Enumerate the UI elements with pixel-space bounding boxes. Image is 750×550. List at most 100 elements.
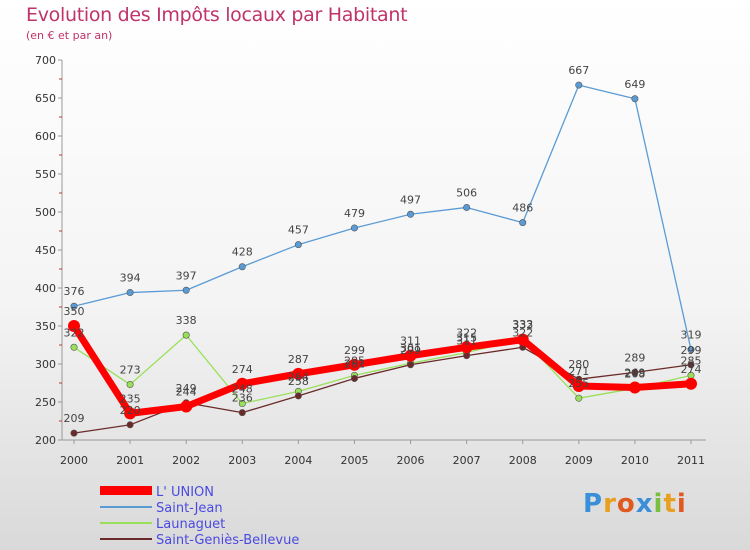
data-point (126, 381, 134, 389)
data-point (126, 421, 134, 429)
data-point (350, 224, 358, 232)
legend-label: Launaguet (156, 517, 225, 532)
data-label: 249 (176, 382, 197, 395)
data-point (685, 377, 697, 390)
y-tick-label: 200 (35, 434, 56, 447)
data-point (575, 81, 583, 89)
y-tick-label: 350 (35, 320, 56, 333)
data-label: 281 (344, 357, 365, 370)
x-tick-label: 2007 (453, 454, 481, 467)
data-point (631, 95, 639, 103)
data-label: 274 (232, 363, 253, 376)
series-line-0 (70, 322, 695, 417)
y-tick-label: 550 (35, 168, 56, 181)
data-label: 248 (232, 383, 253, 396)
data-label: 235 (120, 392, 141, 405)
data-label: 667 (568, 64, 589, 77)
x-tick-label: 2002 (172, 454, 200, 467)
data-label: 457 (288, 224, 309, 237)
x-tick-label: 2008 (509, 454, 537, 467)
x-tick-label: 2006 (397, 454, 425, 467)
data-point (236, 377, 249, 390)
legend-label: Saint-Geniès-Bellevue (156, 533, 299, 548)
data-point (238, 400, 246, 408)
data-point (407, 210, 415, 218)
data-label: 209 (64, 412, 85, 425)
x-tick-label: 2010 (621, 454, 649, 467)
series-line-2 (73, 334, 692, 405)
x-tick-label: 2000 (60, 454, 88, 467)
y-tick-label: 300 (35, 358, 56, 371)
y-tick-label: 600 (35, 130, 56, 143)
data-point (516, 333, 529, 346)
data-label: 333 (512, 318, 533, 331)
data-point (124, 407, 137, 420)
data-point (348, 358, 361, 371)
data-label: 315 (456, 332, 477, 345)
y-tick-label: 500 (35, 206, 56, 219)
data-label: 322 (64, 326, 85, 339)
series-line-1 (73, 84, 692, 351)
data-label: 332 (512, 319, 533, 332)
data-point (572, 380, 585, 393)
data-label: 322 (512, 326, 533, 339)
data-point (294, 241, 302, 249)
y-tick-label: 650 (35, 92, 56, 105)
data-point (463, 352, 471, 360)
y-tick-label: 700 (35, 54, 56, 67)
data-label: 394 (120, 272, 141, 285)
data-point (631, 368, 639, 376)
legend-label: L' UNION (156, 485, 214, 500)
data-point (463, 203, 471, 211)
data-label: 271 (568, 365, 589, 378)
legend-swatch (100, 486, 152, 495)
data-label: 397 (176, 269, 197, 282)
data-label: 338 (176, 314, 197, 327)
data-point (238, 409, 246, 417)
logo-letter-o: o (616, 489, 636, 519)
data-label: 244 (176, 386, 197, 399)
data-point (350, 374, 358, 382)
data-point (68, 320, 80, 332)
x-tick-label: 2011 (677, 454, 705, 467)
data-label: 258 (288, 375, 309, 388)
data-label: 299 (681, 344, 702, 357)
data-label: 264 (288, 370, 309, 383)
logo-letter-r: r (603, 489, 617, 519)
data-point (460, 341, 473, 354)
data-point (519, 219, 527, 227)
logo-letter-i1: i (653, 489, 664, 519)
data-label: 486 (512, 202, 533, 215)
data-label: 280 (568, 358, 589, 371)
data-point (180, 400, 193, 413)
x-tick-label: 2009 (565, 454, 593, 467)
data-label: 255 (568, 377, 589, 390)
data-label: 506 (456, 186, 477, 199)
data-point (628, 381, 641, 394)
data-point (126, 289, 134, 297)
data-point (70, 429, 78, 437)
data-label: 285 (681, 354, 702, 367)
x-tick-label: 2003 (228, 454, 256, 467)
data-label: 649 (624, 78, 645, 91)
legend-label: Saint-Jean (156, 501, 223, 516)
y-tick-label: 400 (35, 282, 56, 295)
data-label: 311 (456, 335, 477, 348)
data-label: 319 (681, 329, 702, 342)
data-label: 268 (624, 367, 645, 380)
data-label: 289 (624, 351, 645, 364)
data-label: 350 (64, 305, 85, 318)
data-label: 299 (344, 344, 365, 357)
data-label: 273 (120, 364, 141, 377)
data-point (238, 263, 246, 271)
data-point (182, 286, 190, 294)
data-label: 287 (288, 353, 309, 366)
data-label: 274 (681, 363, 702, 376)
data-label: 376 (64, 285, 85, 298)
data-point (404, 349, 417, 362)
data-point (575, 394, 583, 402)
logo-letter-x: x (635, 489, 654, 519)
data-label: 301 (400, 342, 421, 355)
data-point (292, 367, 305, 380)
